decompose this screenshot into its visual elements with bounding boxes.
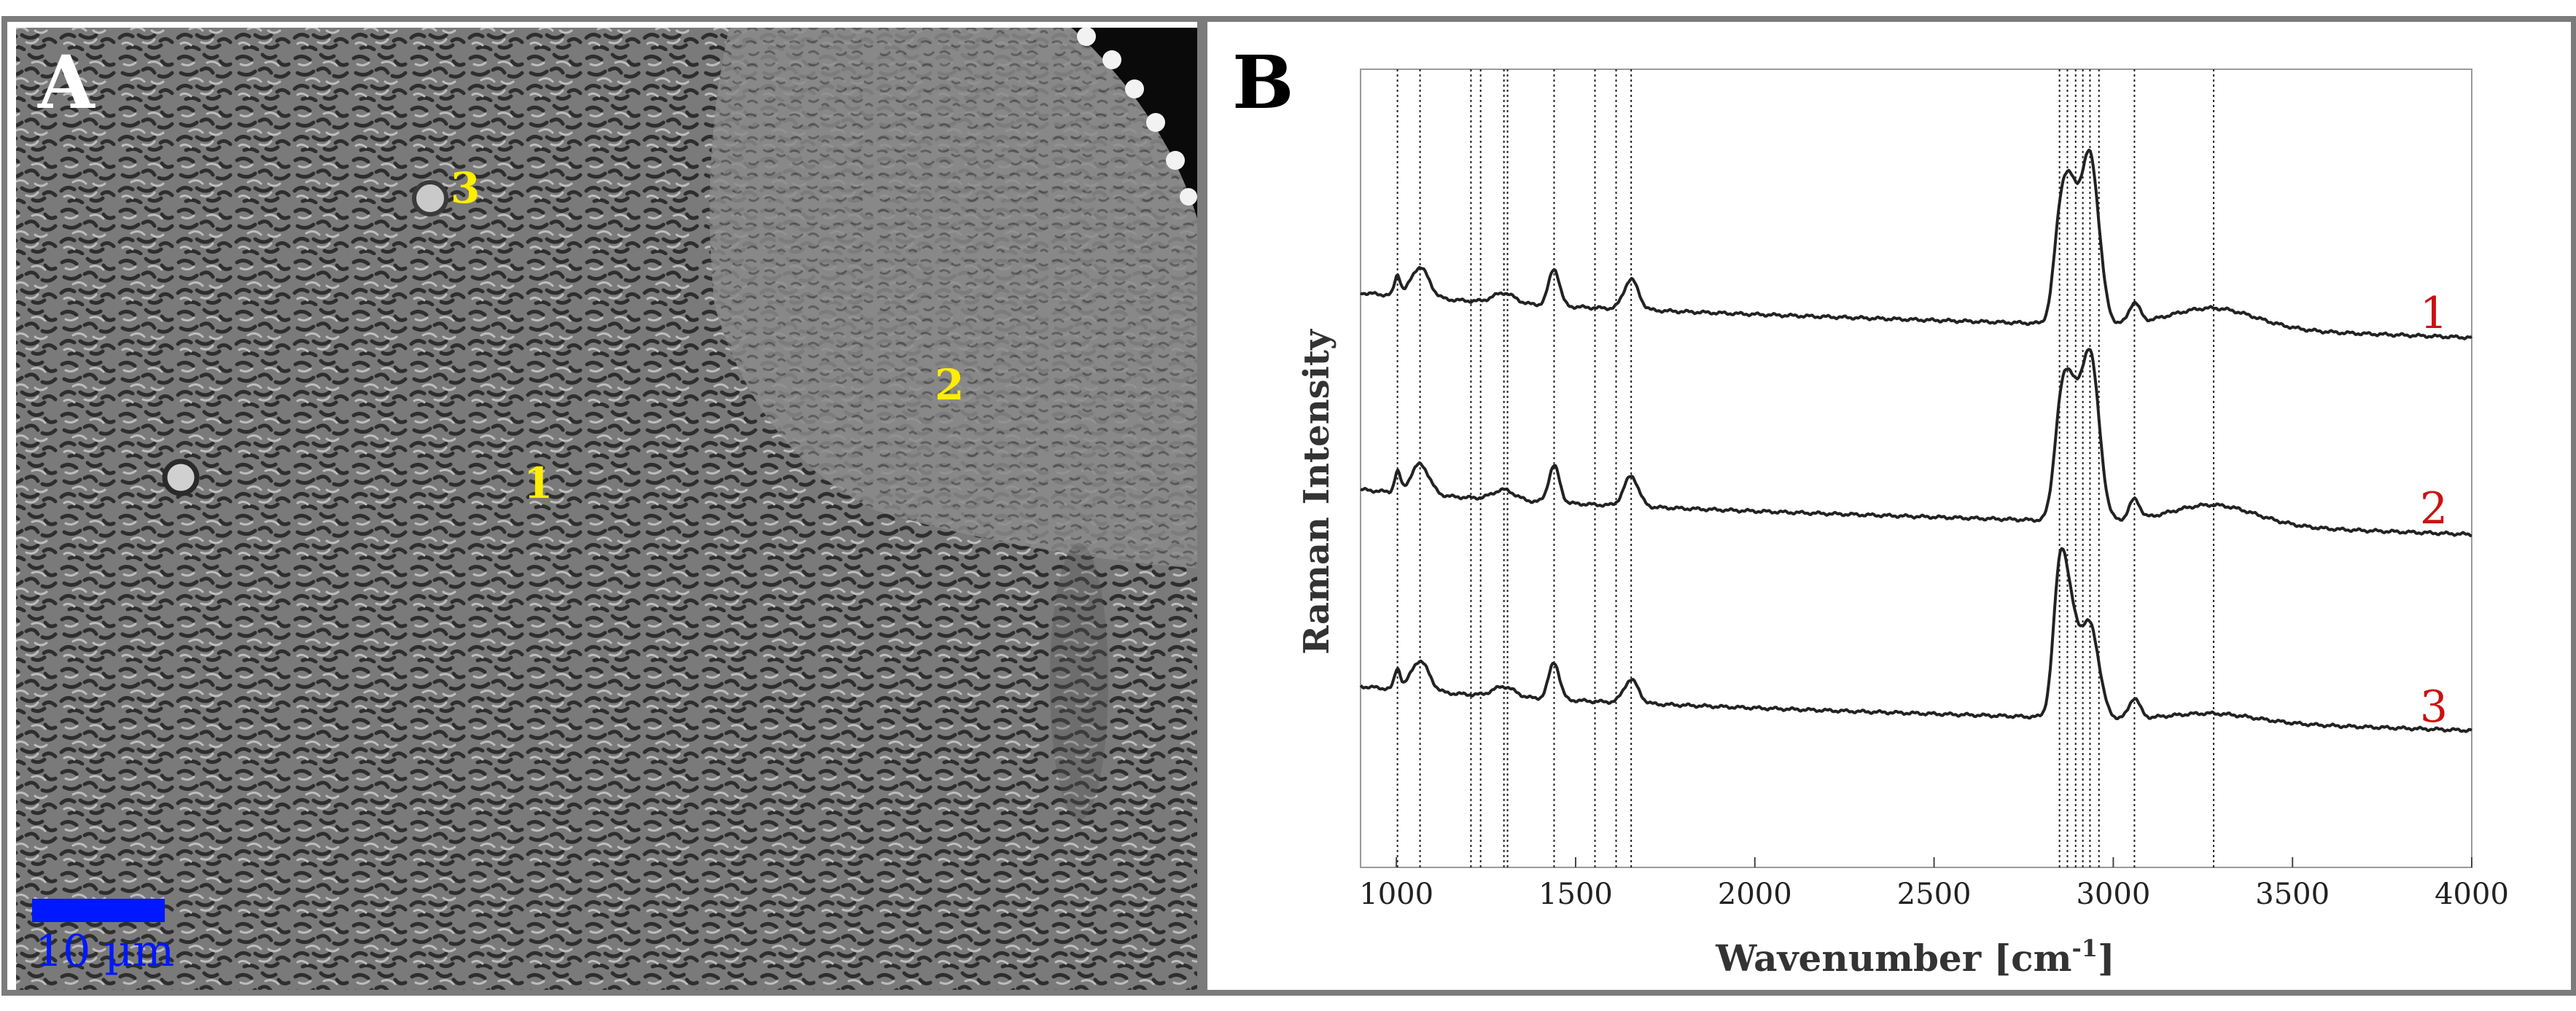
scale-bar (32, 899, 165, 922)
panel-b-label: B (1232, 39, 1294, 125)
particle (162, 458, 200, 496)
smooth-region (709, 28, 1197, 569)
x-tick-label: 2500 (1897, 878, 1972, 911)
scale-bar-label: 10 µm (35, 926, 174, 977)
x-tick-label: 4000 (2435, 878, 2509, 911)
series-line-3 (1359, 547, 2472, 733)
y-axis-label: Raman Intensity (1296, 328, 1337, 655)
series-line-1 (1359, 149, 2473, 340)
series-label-2: 2 (2420, 483, 2448, 534)
particle (412, 180, 448, 216)
x-tick-label: 1000 (1359, 878, 1433, 911)
series-line-2 (1360, 348, 2472, 538)
x-tick-label: 1500 (1538, 878, 1613, 911)
x-axis-label: Wavenumber [cm-1] (1715, 934, 2114, 980)
panel-a: A 3 2 1 10 µm (1, 16, 1203, 996)
marker-label-2: 2 (935, 360, 964, 410)
marker-label-1: 1 (524, 458, 553, 508)
plot-area (1360, 69, 2472, 868)
panel-b: B 1000 1500 2000 2500 3000 3500 4000 1 2 3 Raman … (1202, 16, 2576, 996)
x-tick-label: 3000 (2076, 878, 2150, 911)
spectra-plot: 1000 1500 2000 2500 3000 3500 4000 1 2 3 (1359, 69, 2509, 911)
series-label-1: 1 (2420, 288, 2448, 339)
x-tick-label: 3500 (2255, 878, 2330, 911)
series-label-3: 3 (2420, 682, 2448, 733)
dark-corner (1072, 28, 1197, 219)
marker-label-3: 3 (451, 163, 480, 213)
x-tick-label: 2000 (1718, 878, 1792, 911)
panel-a-label: A (37, 39, 96, 125)
